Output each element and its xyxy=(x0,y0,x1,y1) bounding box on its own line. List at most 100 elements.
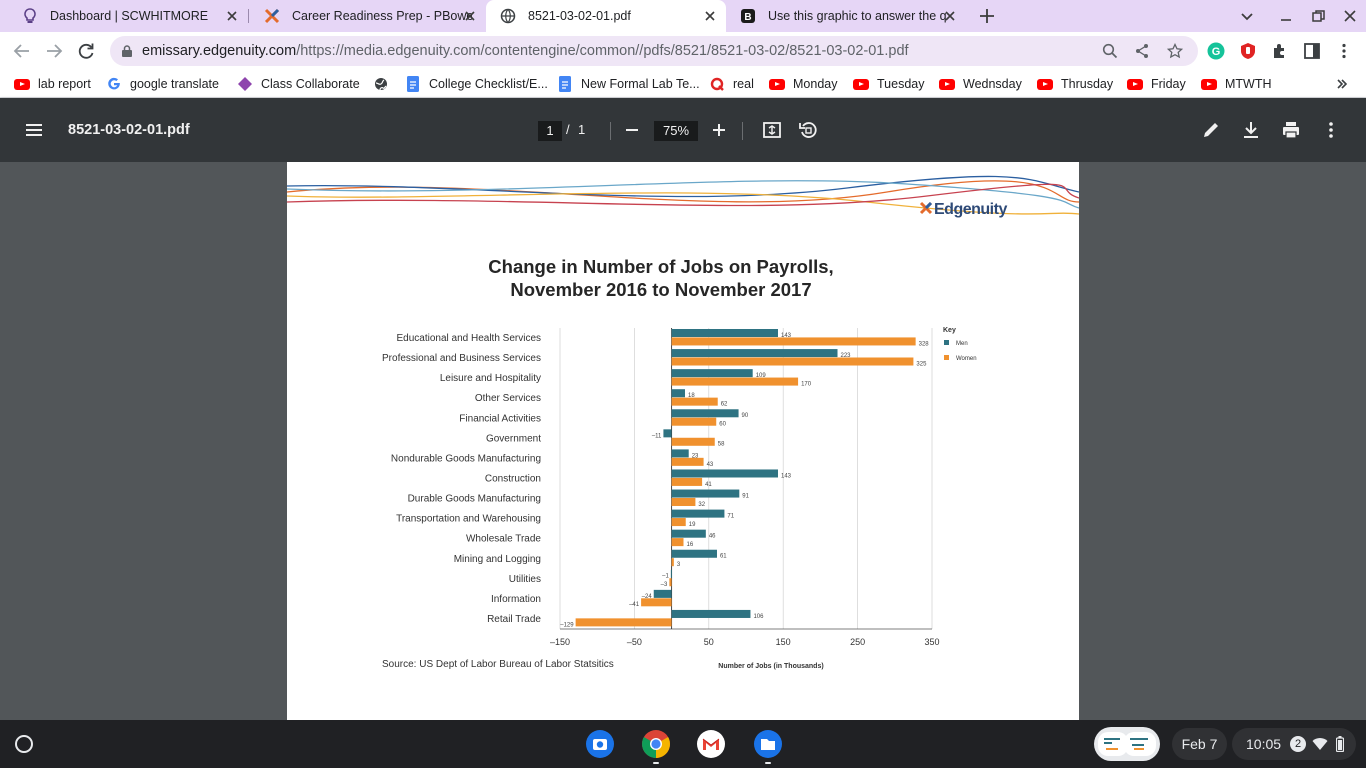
holding-space-thumbnails[interactable] xyxy=(1094,727,1160,761)
files-app-icon[interactable] xyxy=(753,729,783,759)
address-bar[interactable]: emissary.edgenuity.com/https://media.edg… xyxy=(110,36,1198,66)
extensions-icon[interactable] xyxy=(1271,42,1289,60)
bookmark-label: real xyxy=(733,77,754,91)
youtube-icon xyxy=(1201,76,1217,92)
chart-title-line2: November 2016 to November 2017 xyxy=(510,279,811,300)
close-icon[interactable] xyxy=(702,8,718,24)
data-label: 60 xyxy=(719,422,726,428)
logo-text: Edgenuity xyxy=(934,201,1007,218)
svg-text:B: B xyxy=(744,12,751,23)
category-label: Other Services xyxy=(475,393,541,404)
x-tick-label: –150 xyxy=(550,637,570,647)
blocker-icon[interactable] xyxy=(1239,42,1257,60)
source-note: Source: US Dept of Labor Bureau of Labor… xyxy=(382,659,614,670)
more-bookmarks-icon[interactable] xyxy=(1336,75,1348,93)
chrome-app-icon[interactable] xyxy=(641,729,671,759)
forward-icon[interactable] xyxy=(44,41,64,61)
bookmark-new-formal-lab[interactable]: New Formal Lab Te... xyxy=(557,75,700,93)
pdf-toolbar: 8521-03-02-01.pdf 1 / 1 75% xyxy=(0,98,1366,162)
bulb-icon xyxy=(22,8,38,24)
bar-women xyxy=(671,377,799,386)
reload-icon[interactable] xyxy=(76,41,96,61)
tab-dashboard[interactable]: Dashboard | SCWHITMORE xyxy=(8,0,248,32)
fit-page-icon[interactable] xyxy=(762,120,782,140)
category-label: Professional and Business Services xyxy=(382,353,541,364)
data-label: –11 xyxy=(652,433,662,439)
x-tick-label: 50 xyxy=(704,637,714,647)
new-tab-button[interactable] xyxy=(976,5,998,27)
tab-pdf[interactable]: 8521-03-02-01.pdf xyxy=(486,0,726,32)
side-panel-icon[interactable] xyxy=(1303,42,1321,60)
bookmark-monday[interactable]: Monday xyxy=(769,75,837,93)
tab-career-readiness[interactable]: Career Readiness Prep - PBowers xyxy=(250,0,486,32)
hamburger-menu-icon[interactable] xyxy=(24,120,44,140)
tab-search-icon[interactable] xyxy=(1238,7,1256,25)
category-label: Nondurable Goods Manufacturing xyxy=(391,453,541,464)
menu-kebab-icon[interactable] xyxy=(1335,42,1353,60)
tab-title: Dashboard | SCWHITMORE xyxy=(50,9,209,23)
google-icon xyxy=(106,76,122,92)
data-label: 106 xyxy=(753,614,764,620)
bookmark-college-checklist[interactable]: College Checklist/E... xyxy=(405,75,548,93)
bookmark-real[interactable]: real xyxy=(709,75,754,93)
restore-icon[interactable] xyxy=(1309,7,1327,25)
zoom-icon[interactable] xyxy=(1102,43,1118,59)
bookmark-google-translate[interactable]: google translate xyxy=(106,75,219,93)
bookmark-lab-report[interactable]: lab report xyxy=(14,75,91,93)
bar-women xyxy=(671,497,696,506)
notification-count: 2 xyxy=(1290,736,1306,752)
bookmark-friday[interactable]: Friday xyxy=(1127,75,1186,93)
rotate-icon[interactable] xyxy=(798,120,818,140)
tab-brainly[interactable]: B Use this graphic to answer the q xyxy=(726,0,966,32)
data-label: 223 xyxy=(841,353,852,359)
annotate-pen-icon[interactable] xyxy=(1201,120,1221,140)
youtube-icon xyxy=(769,76,785,92)
zoom-input[interactable]: 75% xyxy=(654,121,698,141)
zoom-in-icon[interactable] xyxy=(709,120,729,140)
status-tray[interactable]: 10:05 2 xyxy=(1232,728,1356,760)
close-icon[interactable] xyxy=(462,8,478,24)
bookmark-mtwth[interactable]: MTWTH xyxy=(1201,75,1272,93)
docs-icon xyxy=(557,76,573,92)
bookmark-thrusday[interactable]: Thrusday xyxy=(1037,75,1113,93)
bookmark-tuesday[interactable]: Tuesday xyxy=(853,75,924,93)
system-shelf xyxy=(0,720,1366,768)
page-number-input[interactable]: 1 xyxy=(538,121,562,141)
category-label: Retail Trade xyxy=(487,614,541,625)
launcher-icon[interactable] xyxy=(15,735,33,753)
bookmark-wednsday[interactable]: Wednsday xyxy=(939,75,1022,93)
print-icon[interactable] xyxy=(1281,120,1301,140)
bar-women xyxy=(669,578,672,587)
back-icon[interactable] xyxy=(12,41,32,61)
minimize-icon[interactable] xyxy=(1277,7,1295,25)
data-label: –129 xyxy=(560,622,574,628)
grammarly-icon[interactable]: G xyxy=(1207,42,1225,60)
bar-women xyxy=(671,538,684,547)
date-tray[interactable]: Feb 7 xyxy=(1172,728,1227,760)
bars: 143 328 223 325 109 170 18 62 90 60 –11 58 23 43 143 41… xyxy=(560,329,929,628)
close-icon[interactable] xyxy=(224,8,240,24)
download-icon[interactable] xyxy=(1241,120,1261,140)
bookmark-star-icon[interactable] xyxy=(1166,42,1184,59)
share-icon[interactable] xyxy=(1134,43,1150,59)
bar-men xyxy=(671,389,685,398)
bookmark-label: Class Collaborate xyxy=(261,77,360,91)
youtube-icon xyxy=(853,76,869,92)
bookmark-class-collaborate[interactable]: Class Collaborate xyxy=(237,75,360,93)
category-label: Durable Goods Manufacturing xyxy=(408,494,541,505)
pdf-viewport[interactable]: Edgenuity Change in Number of Jobs on Pa… xyxy=(0,162,1366,720)
data-label: 62 xyxy=(721,402,728,408)
bookmark-globe[interactable] xyxy=(373,75,397,93)
x-tick-label: –50 xyxy=(627,637,642,647)
url-host: emissary.edgenuity.com xyxy=(142,43,297,59)
zoom-out-icon[interactable] xyxy=(622,120,642,140)
gmail-app-icon[interactable] xyxy=(696,729,726,759)
camera-app-icon[interactable] xyxy=(585,729,615,759)
close-window-icon[interactable] xyxy=(1341,7,1359,25)
tab-title: Career Readiness Prep - PBowers xyxy=(292,9,472,23)
close-icon[interactable] xyxy=(942,8,958,24)
lock-icon[interactable] xyxy=(120,44,134,58)
brainly-icon: B xyxy=(740,8,756,24)
x-tick-label: 150 xyxy=(776,637,791,647)
more-options-icon[interactable] xyxy=(1321,120,1341,140)
